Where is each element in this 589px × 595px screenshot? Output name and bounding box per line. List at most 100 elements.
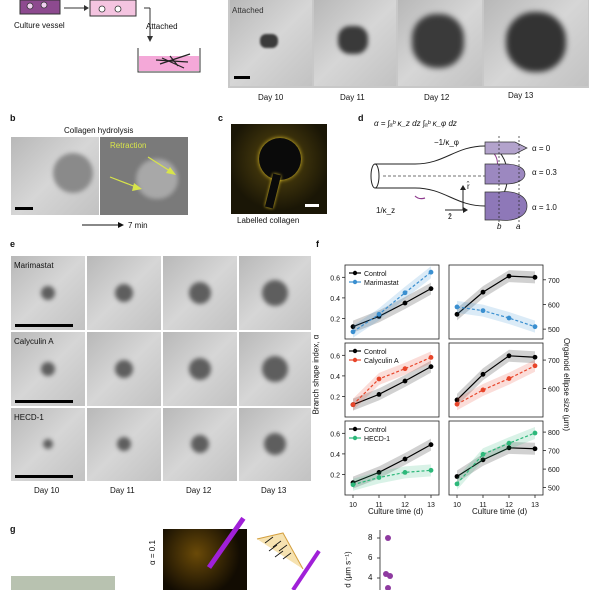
data-point — [532, 446, 538, 452]
data-point — [350, 482, 356, 488]
data-point — [480, 308, 486, 314]
legend-entry: Control — [364, 349, 387, 356]
series-band — [353, 282, 431, 333]
x-tick-label: 13 — [427, 502, 435, 509]
time-label: 7 min — [128, 221, 148, 230]
data-point — [376, 475, 382, 480]
vessel-2 — [89, 0, 137, 17]
attached-header-label: Attached — [232, 6, 264, 15]
scale-bar — [234, 76, 250, 79]
data-point — [454, 474, 460, 479]
y-tick-label: 0.6 — [330, 353, 340, 360]
organoid-blob — [41, 362, 55, 376]
scale-bar — [305, 204, 319, 207]
e-day-label-12: Day 12 — [186, 486, 212, 495]
data-point — [532, 274, 538, 280]
data-point — [532, 324, 538, 330]
data-point — [402, 290, 408, 296]
plot-frame — [448, 342, 544, 418]
data-point — [350, 329, 356, 335]
scale-bar — [15, 324, 73, 327]
data-point — [454, 311, 460, 317]
y-tick-label: 0.4 — [330, 452, 340, 459]
series-band — [353, 464, 431, 491]
panel-g-scatter — [377, 530, 393, 590]
panel-d-formula: α = ∫ₐᵇ κ_z dz ∫ₐᵇ κ_φ dz — [374, 119, 457, 128]
series-band — [353, 438, 431, 489]
legend-marker — [352, 357, 358, 363]
x-tick-label: 11 — [479, 502, 486, 509]
retraction-arrow — [109, 156, 176, 191]
attached-arrow-label: Attached — [146, 22, 178, 31]
data-point — [532, 430, 538, 436]
e-day-label-11: Day 11 — [110, 486, 135, 495]
data-point — [376, 376, 382, 382]
hydrolysis-image-before — [11, 137, 99, 215]
scale-bar — [15, 400, 73, 403]
organoid-blob — [264, 433, 286, 455]
alpha-03-label: α = 0.3 — [532, 168, 557, 177]
legend-marker — [352, 348, 358, 354]
y-tick-label: 700 — [548, 358, 560, 365]
data-point — [532, 354, 538, 360]
legend-entry: Control — [364, 271, 387, 278]
axis-z-label: ẑ — [448, 212, 452, 221]
data-point — [428, 354, 434, 360]
culture-schematic — [19, 0, 201, 73]
scatter-point — [385, 535, 391, 541]
organoid-image-day11 — [314, 0, 396, 86]
panel-c-caption: Labelled collagen — [237, 216, 300, 225]
plot-frame — [448, 264, 544, 340]
data-point — [532, 363, 538, 369]
series-band — [457, 270, 535, 321]
data-point — [402, 469, 408, 475]
series-line — [456, 432, 536, 485]
vector-field-drawing — [256, 532, 321, 592]
f-ylabel-right: Organoid ellipse size (μm) — [562, 337, 572, 432]
panel-g-ylabel: d (μm s⁻¹) — [343, 551, 353, 588]
legend-entry: Calyculin A — [364, 358, 399, 365]
data-point — [428, 467, 434, 473]
organoid-blob — [43, 439, 53, 449]
data-point — [376, 391, 382, 397]
plot-frame — [344, 342, 440, 418]
y-tick-label: 700 — [548, 449, 560, 456]
alpha-0-label: α = 0 — [532, 144, 551, 153]
panel-e-grid: Marimastat Calyculin A HECD-1 — [11, 256, 311, 481]
series-line — [352, 356, 432, 406]
vessel-1 — [19, 0, 61, 15]
y-tick-label: 0.4 — [330, 296, 340, 303]
organoid-blob — [115, 360, 133, 378]
organoid-image-day12 — [398, 0, 482, 86]
axis-r-label: r̂ — [467, 182, 470, 191]
organoid-image-day10 — [230, 0, 312, 86]
x-tick-label: 10 — [349, 502, 357, 509]
panel-a: Culture vessel Attached Attached Day 10 … — [0, 0, 589, 110]
panel-c-letter: c — [218, 113, 224, 123]
kphi-label: −1/κ_φ — [434, 138, 459, 147]
alpha-10-label: α = 1.0 — [532, 203, 557, 212]
series-line — [352, 366, 432, 406]
legend-entry: Control — [364, 427, 387, 434]
f-xlabel-right: Culture time (d) — [472, 507, 528, 516]
series-line — [352, 288, 432, 328]
data-point — [480, 371, 486, 377]
x-tick-label: 10 — [453, 502, 461, 509]
retraction-label: Retraction — [110, 141, 147, 150]
organoid-blob — [262, 280, 288, 306]
legend-marker — [352, 435, 358, 441]
f-ylabel-left: Branch shape index, α — [311, 334, 321, 415]
series-band — [457, 359, 535, 411]
data-point — [506, 353, 512, 359]
data-point — [506, 440, 512, 446]
organoid-blob — [189, 282, 211, 304]
plot-frame — [344, 264, 440, 340]
series-line — [456, 355, 536, 401]
panel-e-letter: e — [10, 239, 16, 249]
series-band — [457, 427, 535, 490]
culture-vessel-label: Culture vessel — [14, 21, 65, 30]
legend-marker — [352, 270, 358, 276]
organoid-blob — [117, 437, 131, 451]
data-point — [454, 481, 460, 487]
series-band — [457, 441, 535, 483]
